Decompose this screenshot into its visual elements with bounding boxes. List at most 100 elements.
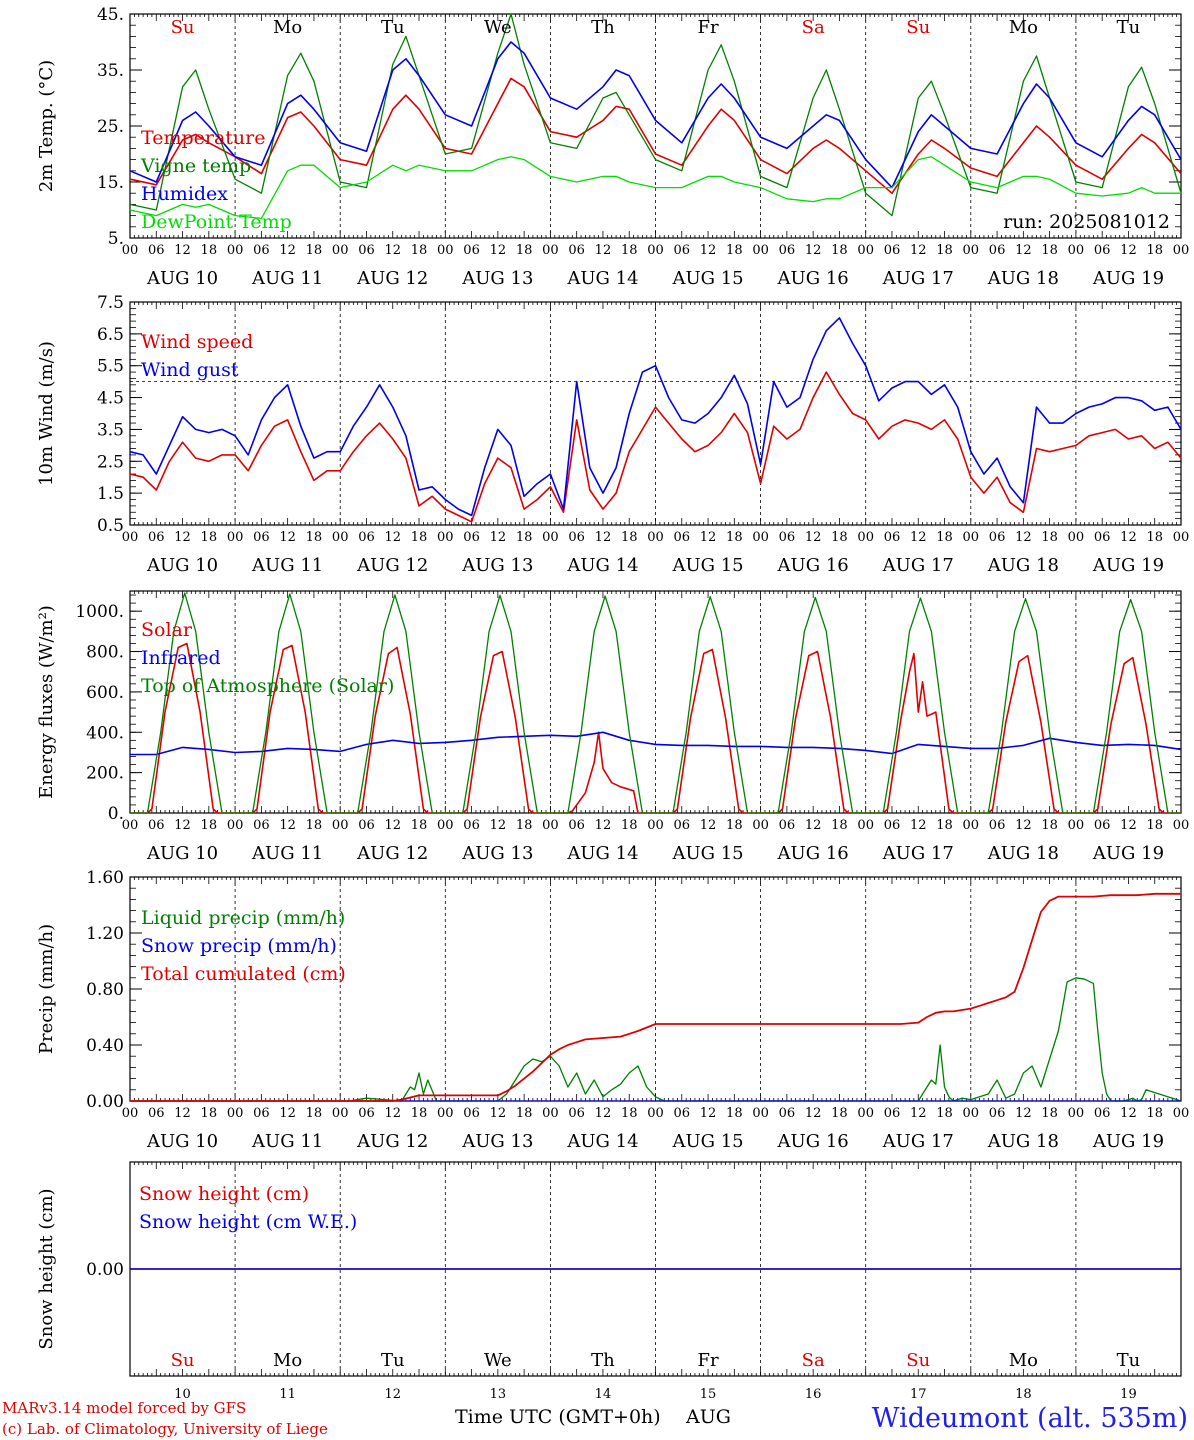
hour-tick-label: 18: [516, 530, 533, 545]
hour-tick-label: 00: [752, 530, 769, 545]
hour-tick-label: 00: [437, 243, 454, 258]
day-number-label: 14: [595, 1387, 612, 1402]
hour-tick-label: 00: [437, 818, 454, 833]
hour-tick-label: 06: [674, 818, 691, 833]
hour-tick-label: 00: [227, 530, 244, 545]
hour-tick-label: 06: [148, 243, 165, 258]
date-label: AUG 19: [1092, 843, 1164, 864]
hour-tick-label: 18: [621, 530, 638, 545]
hour-tick-label: 06: [463, 243, 480, 258]
weekday-label: Fr: [698, 1350, 719, 1371]
hour-tick-label: 00: [963, 818, 980, 833]
hour-tick-label: 00: [437, 530, 454, 545]
date-label: AUG 12: [356, 1131, 428, 1152]
panels: 5. 15. 25. 35. 45. 2m Temp. (°C) Temperature Vi…: [36, 5, 1189, 1402]
hour-tick-label: 00: [1068, 243, 1085, 258]
hour-tick-label: 18: [201, 818, 218, 833]
legend-entry: Wind speed: [141, 331, 253, 353]
hour-tick-label: 00: [857, 243, 874, 258]
weekday-label: Tu: [381, 1350, 405, 1371]
hour-tick-label: 12: [384, 530, 401, 545]
hour-tick-label: 06: [674, 1106, 691, 1121]
date-label: AUG 13: [461, 1131, 533, 1152]
date-label: AUG 15: [671, 268, 743, 289]
y-tick-label: 0.5: [97, 516, 124, 536]
hour-tick-label: 00: [122, 818, 139, 833]
hour-tick-label: 00: [963, 243, 980, 258]
weekday-label: Mo: [273, 17, 302, 38]
hour-tick-label: 00: [227, 818, 244, 833]
hour-tick-label: 00: [332, 530, 349, 545]
hour-tick-label: 00: [857, 1106, 874, 1121]
hour-tick-label: 12: [595, 243, 612, 258]
hour-tick-label: 00: [122, 530, 139, 545]
hour-tick-label: 06: [358, 243, 375, 258]
hour-tick-label: 06: [884, 243, 901, 258]
run-label: run: 2025081012: [1003, 211, 1170, 233]
hour-tick-label: 12: [1015, 1106, 1032, 1121]
hour-tick-label: 18: [306, 818, 323, 833]
hour-tick-label: 12: [490, 1106, 507, 1121]
y-tick-label: 5.: [108, 229, 124, 249]
hour-tick-label: 00: [752, 818, 769, 833]
hour-tick-label: 06: [1094, 818, 1111, 833]
hour-tick-label: 18: [1041, 530, 1058, 545]
hour-tick-label: 06: [779, 1106, 796, 1121]
series-line-vigne-temp: [129, 13, 1182, 217]
hour-tick-label: 00: [752, 1106, 769, 1121]
hour-tick-label: 12: [384, 243, 401, 258]
hour-tick-label: 00: [227, 1106, 244, 1121]
hour-tick-label: 06: [674, 243, 691, 258]
date-label: AUG 13: [461, 555, 533, 576]
date-label: AUG 18: [987, 843, 1059, 864]
panel-1: 5. 15. 25. 35. 45. 2m Temp. (°C) Temperature Vi…: [36, 5, 1189, 289]
hour-tick-label: 18: [411, 243, 428, 258]
hour-tick-label: 00: [542, 243, 559, 258]
hour-tick-label: 06: [884, 530, 901, 545]
date-label: AUG 15: [671, 1131, 743, 1152]
weekday-label: Th: [591, 17, 615, 38]
date-label: AUG 13: [461, 843, 533, 864]
date-label: AUG 17: [882, 843, 954, 864]
hour-tick-label: 06: [148, 1106, 165, 1121]
weekday-label: Su: [171, 1350, 195, 1371]
hour-tick-label: 18: [306, 1106, 323, 1121]
date-label: AUG 10: [146, 268, 218, 289]
hour-tick-label: 00: [332, 1106, 349, 1121]
y-tick-label: 25.: [97, 117, 124, 137]
hour-tick-label: 00: [963, 530, 980, 545]
date-label: AUG 14: [566, 843, 638, 864]
hour-tick-label: 00: [1173, 243, 1190, 258]
hour-tick-label: 06: [463, 1106, 480, 1121]
weekday-label: Su: [906, 17, 930, 38]
hour-tick-label: 18: [411, 1106, 428, 1121]
day-number-label: 19: [1120, 1387, 1137, 1402]
hour-tick-label: 06: [989, 530, 1006, 545]
weekday-label: Th: [591, 1350, 615, 1371]
hour-tick-label: 18: [621, 243, 638, 258]
date-label: AUG 10: [146, 843, 218, 864]
hour-tick-label: 12: [490, 818, 507, 833]
hour-tick-label: 06: [463, 530, 480, 545]
hour-tick-label: 00: [857, 530, 874, 545]
date-label: AUG 14: [566, 268, 638, 289]
weekday-label: Mo: [1009, 1350, 1038, 1371]
weekday-label: Su: [906, 1350, 930, 1371]
series-line-wind-speed: [129, 371, 1182, 523]
day-number-label: 12: [384, 1387, 401, 1402]
y-tick-label: 3.5: [97, 420, 124, 440]
series-line-total-cumulated-cm: [130, 892, 1181, 1102]
hour-tick-label: 12: [174, 1106, 191, 1121]
plot-frame: [129, 13, 1182, 239]
site-title: Wideumont (alt. 535m): [872, 1403, 1188, 1434]
hour-tick-label: 18: [726, 1106, 743, 1121]
series-line-temperature: [129, 77, 1182, 194]
hour-tick-label: 12: [1120, 1106, 1137, 1121]
hour-tick-label: 12: [595, 818, 612, 833]
hour-tick-label: 00: [542, 1106, 559, 1121]
hour-tick-label: 00: [227, 243, 244, 258]
hour-tick-label: 00: [857, 818, 874, 833]
y-tick-label: 1.60: [86, 868, 124, 888]
y-axis-title: Precip (mm/h): [36, 924, 57, 1054]
weekday-label: Sa: [802, 1350, 825, 1371]
